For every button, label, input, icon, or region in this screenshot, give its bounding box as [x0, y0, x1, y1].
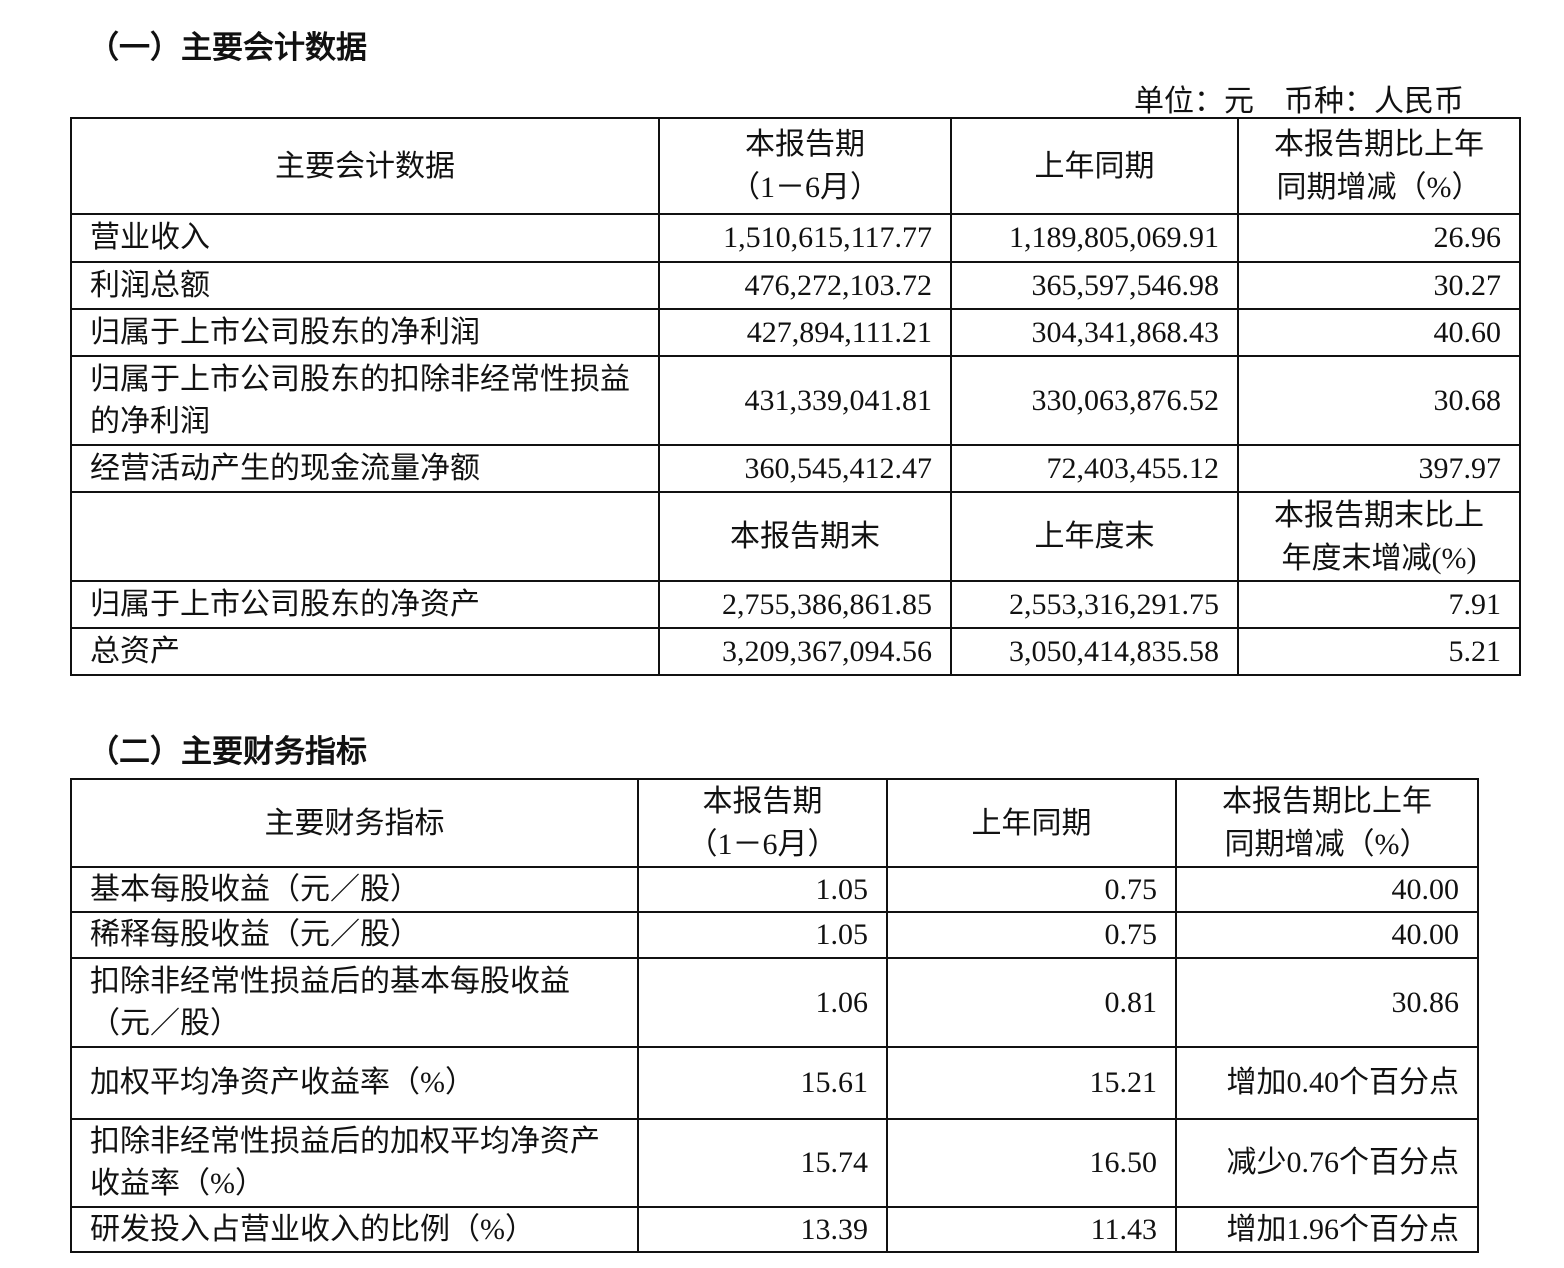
cell-value: 72,403,455.12 [950, 444, 1239, 493]
section1-title: （一）主要会计数据 [88, 30, 367, 66]
cell-value: 3,209,367,094.56 [658, 627, 952, 676]
key-financial-indicators-table: 主要财务指标 本报告期 （1－6月） 上年同期 本报告期比上年 同期增减（%） 基本每股… [70, 778, 1479, 1253]
cell-value: 1.06 [637, 957, 888, 1048]
row-label: 归属于上市公司股东的扣除非经常性损益的净利润 [70, 355, 660, 446]
cell-value: 0.75 [886, 911, 1177, 959]
column-header: 本报告期比上年 同期增减（%） [1175, 778, 1479, 868]
table-row: 归属于上市公司股东的扣除非经常性损益的净利润 431,339,041.81 330,… [70, 355, 1521, 446]
cell-value: 0.81 [886, 957, 1177, 1048]
cell-value: 40.00 [1175, 866, 1479, 913]
row-label: 营业收入 [70, 213, 660, 263]
cell-value: 5.21 [1237, 627, 1521, 676]
column-header: 上年同期 [950, 117, 1239, 215]
cell-value: 15.21 [886, 1046, 1177, 1120]
cell-value: 30.68 [1237, 355, 1521, 446]
cell-value: 1.05 [637, 866, 888, 913]
table-row: 稀释每股收益（元／股） 1.05 0.75 40.00 [70, 911, 1479, 959]
cell-value: 304,341,868.43 [950, 308, 1239, 357]
cell-value: 40.60 [1237, 308, 1521, 357]
row-label: 稀释每股收益（元／股） [70, 911, 639, 959]
row-label: 归属于上市公司股东的净利润 [70, 308, 660, 357]
cell-value: 1,189,805,069.91 [950, 213, 1239, 263]
cell-value: 15.61 [637, 1046, 888, 1120]
header-row: 主要会计数据 本报告期 （1－6月） 上年同期 本报告期比上年 同期增减（%） [70, 117, 1521, 215]
cell-value: 11.43 [886, 1206, 1177, 1253]
column-header: 本报告期末比上 年度末增减(%) [1237, 491, 1521, 582]
cell-value: 增加1.96个百分点 [1175, 1206, 1479, 1253]
row-label: 总资产 [70, 627, 660, 676]
cell-value: 增加0.40个百分点 [1175, 1046, 1479, 1120]
header-row: 主要财务指标 本报告期 （1－6月） 上年同期 本报告期比上年 同期增减（%） [70, 778, 1479, 868]
key-accounting-data-table: 主要会计数据 本报告期 （1－6月） 上年同期 本报告期比上年 同期增减（%） 营业收入… [70, 117, 1521, 676]
cell-value: 1.05 [637, 911, 888, 959]
cell-value: 3,050,414,835.58 [950, 627, 1239, 676]
cell-value: 30.27 [1237, 261, 1521, 310]
cell-value: 1,510,615,117.77 [658, 213, 952, 263]
column-header: 上年同期 [886, 778, 1177, 868]
column-header: 主要会计数据 [70, 117, 660, 215]
cell-value: 2,755,386,861.85 [658, 580, 952, 629]
row-label: 利润总额 [70, 261, 660, 310]
table-row: 经营活动产生的现金流量净额 360,545,412.47 72,403,455.12… [70, 444, 1521, 493]
cell-value: 365,597,546.98 [950, 261, 1239, 310]
cell-value: 40.00 [1175, 911, 1479, 959]
cell-value: 7.91 [1237, 580, 1521, 629]
row-label: 归属于上市公司股东的净资产 [70, 580, 660, 629]
cell-value: 397.97 [1237, 444, 1521, 493]
row-label: 基本每股收益（元／股） [70, 866, 639, 913]
row-label: 扣除非经常性损益后的加权平均净资产收益率（%） [70, 1118, 639, 1208]
unit-currency-note: 单位：元 币种：人民币 [1134, 85, 1464, 118]
cell-value: 476,272,103.72 [658, 261, 952, 310]
table-row: 归属于上市公司股东的净利润 427,894,111.21 304,341,868.4… [70, 308, 1521, 357]
row-label: 扣除非经常性损益后的基本每股收益（元／股） [70, 957, 639, 1048]
header-row: 本报告期末 上年度末 本报告期末比上 年度末增减(%) [70, 491, 1521, 582]
table-row: 基本每股收益（元／股） 1.05 0.75 40.00 [70, 866, 1479, 913]
cell-value: 431,339,041.81 [658, 355, 952, 446]
table-row: 总资产 3,209,367,094.56 3,050,414,835.58 5.21 [70, 627, 1521, 676]
cell-value: 0.75 [886, 866, 1177, 913]
table-row: 加权平均净资产收益率（%） 15.61 15.21 增加0.40个百分点 [70, 1046, 1479, 1120]
cell-value: 26.96 [1237, 213, 1521, 263]
table-row: 利润总额 476,272,103.72 365,597,546.98 30.27 [70, 261, 1521, 310]
cell-value: 330,063,876.52 [950, 355, 1239, 446]
column-header: 本报告期比上年 同期增减（%） [1237, 117, 1521, 215]
table-row: 归属于上市公司股东的净资产 2,755,386,861.85 2,553,316,2… [70, 580, 1521, 629]
cell-value: 13.39 [637, 1206, 888, 1253]
row-label: 研发投入占营业收入的比例（%） [70, 1206, 639, 1253]
column-header: 本报告期 （1－6月） [637, 778, 888, 868]
column-header: 本报告期末 [658, 491, 952, 582]
table-row: 扣除非经常性损益后的加权平均净资产收益率（%） 15.74 16.50 减少0.76个… [70, 1118, 1479, 1208]
cell-value: 30.86 [1175, 957, 1479, 1048]
column-header: 主要财务指标 [70, 778, 639, 868]
cell-value: 360,545,412.47 [658, 444, 952, 493]
cell-value: 15.74 [637, 1118, 888, 1208]
column-header [70, 491, 660, 582]
section2-title: （二）主要财务指标 [88, 734, 367, 770]
cell-value: 16.50 [886, 1118, 1177, 1208]
table-row: 研发投入占营业收入的比例（%） 13.39 11.43 增加1.96个百分点 [70, 1206, 1479, 1253]
column-header: 本报告期 （1－6月） [658, 117, 952, 215]
cell-value: 2,553,316,291.75 [950, 580, 1239, 629]
cell-value: 减少0.76个百分点 [1175, 1118, 1479, 1208]
table-row: 营业收入 1,510,615,117.77 1,189,805,069.91 26.9… [70, 213, 1521, 263]
column-header: 上年度末 [950, 491, 1239, 582]
cell-value: 427,894,111.21 [658, 308, 952, 357]
row-label: 加权平均净资产收益率（%） [70, 1046, 639, 1120]
table-row: 扣除非经常性损益后的基本每股收益（元／股） 1.06 0.81 30.86 [70, 957, 1479, 1048]
row-label: 经营活动产生的现金流量净额 [70, 444, 660, 493]
